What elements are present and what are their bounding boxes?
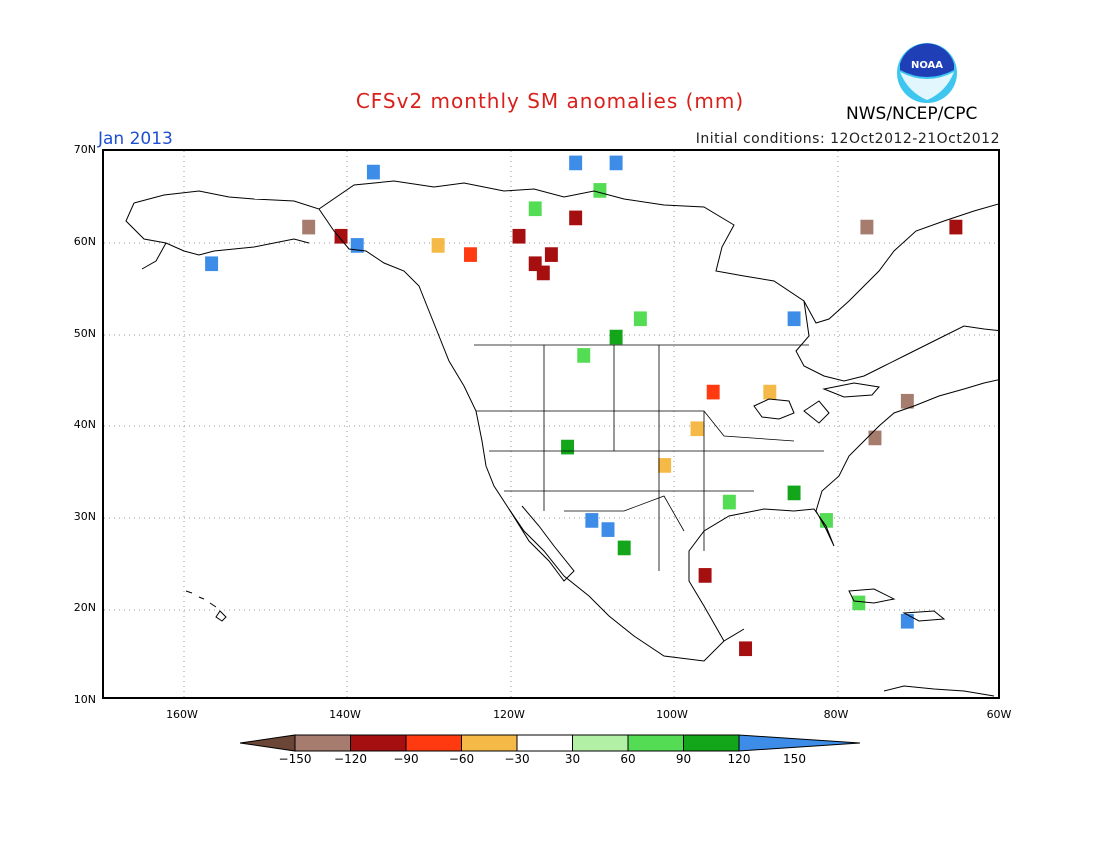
anomaly-cell	[949, 219, 963, 235]
colorbar-tick-label: −60	[448, 752, 475, 766]
colorbar-left-arrow	[240, 734, 296, 752]
anomaly-cell	[528, 256, 542, 272]
lat-label-60n: 60N	[73, 235, 96, 248]
anomaly-cell	[609, 329, 623, 345]
colorbar-segment	[461, 734, 518, 752]
anomaly-cell	[431, 238, 445, 253]
colorbar-segment	[627, 734, 684, 752]
lon-label-80w: 80W	[823, 708, 849, 721]
lon-label-120w: 120W	[493, 708, 525, 721]
lon-label-160w: 160W	[166, 708, 198, 721]
lat-label-70n: 70N	[73, 143, 96, 156]
anomaly-map	[102, 149, 1000, 699]
lon-label-140w: 140W	[329, 708, 361, 721]
lat-label-30n: 30N	[73, 510, 96, 523]
logo-text: NOAA	[911, 60, 943, 71]
forecast-month: Jan 2013	[98, 129, 173, 149]
political-borders	[474, 344, 824, 571]
anomaly-cell	[609, 155, 623, 171]
colorbar-right-arrow	[738, 734, 860, 752]
anomaly-cell	[464, 247, 477, 262]
colorbar-tick-label: 60	[620, 752, 636, 766]
colorbar-tick-label: −120	[334, 752, 367, 766]
colorbar-segment	[350, 734, 407, 752]
anomaly-cell	[601, 522, 615, 537]
noaa-logo: NOAA	[897, 43, 957, 103]
anomaly-cell	[739, 641, 753, 657]
anomaly-cell	[787, 485, 801, 501]
anomaly-cell	[658, 458, 672, 473]
graticule	[104, 151, 998, 697]
colorbar-tick-label: 90	[675, 752, 692, 766]
colorbar-tick-label: −30	[504, 752, 530, 766]
anomaly-cell	[577, 348, 591, 363]
colorbar-segment	[683, 734, 740, 752]
anomaly-cell	[569, 155, 583, 171]
colorbar-segment	[405, 734, 462, 752]
anomaly-cell	[860, 219, 874, 235]
coastlines	[125, 180, 998, 697]
anomaly-cell	[366, 164, 380, 180]
anomaly-cell	[544, 247, 558, 262]
lon-label-100w: 100W	[656, 708, 688, 721]
colorbar-tick-label: −90	[393, 752, 419, 766]
anomaly-cell	[512, 228, 526, 244]
anomaly-cell	[787, 311, 801, 327]
lat-label-20n: 20N	[73, 601, 96, 614]
anomaly-cell	[690, 421, 704, 437]
anomaly-cell	[706, 384, 720, 400]
colorbar-segment	[572, 734, 629, 752]
lat-label-40n: 40N	[73, 418, 96, 431]
initial-conditions: Initial conditions: 12Oct2012-21Oct2012	[695, 131, 1000, 147]
anomaly-cell	[593, 183, 607, 198]
anomaly-cell	[617, 540, 631, 556]
anomaly-cell	[763, 384, 777, 400]
colorbar-tick-label: 120	[727, 752, 751, 766]
anomaly-cell	[302, 219, 316, 235]
anomaly-cell	[868, 430, 882, 446]
lat-label-10n: 10N	[73, 693, 96, 706]
colorbar-tick-label: 30	[564, 752, 581, 766]
anomaly-cell	[334, 228, 348, 244]
color-scale-bar	[240, 734, 860, 752]
anomaly-cell	[585, 513, 599, 528]
anomaly-cell	[205, 256, 219, 272]
colorbar-tick-label: −150	[278, 752, 312, 766]
anomaly-cell	[561, 439, 575, 455]
anomaly-cell	[722, 494, 736, 510]
lon-label-60w: 60W	[986, 708, 1012, 721]
anomaly-cell	[633, 311, 647, 327]
lat-label-50n: 50N	[73, 327, 96, 340]
colorbar-tick-label: 150	[783, 752, 806, 766]
anomaly-cell	[528, 201, 542, 217]
map-canvas	[104, 151, 998, 697]
anomaly-cells	[205, 155, 963, 657]
colorbar-segment	[516, 734, 573, 752]
organization-label: NWS/NCEP/CPC	[846, 104, 978, 124]
anomaly-cell	[900, 393, 914, 409]
anomaly-cell	[698, 568, 712, 583]
anomaly-cell	[852, 595, 866, 611]
colorbar-segment	[294, 734, 351, 752]
anomaly-cell	[569, 210, 583, 226]
map-title: CFSv2 monthly SM anomalies (mm)	[355, 89, 745, 113]
anomaly-cell	[900, 613, 914, 629]
